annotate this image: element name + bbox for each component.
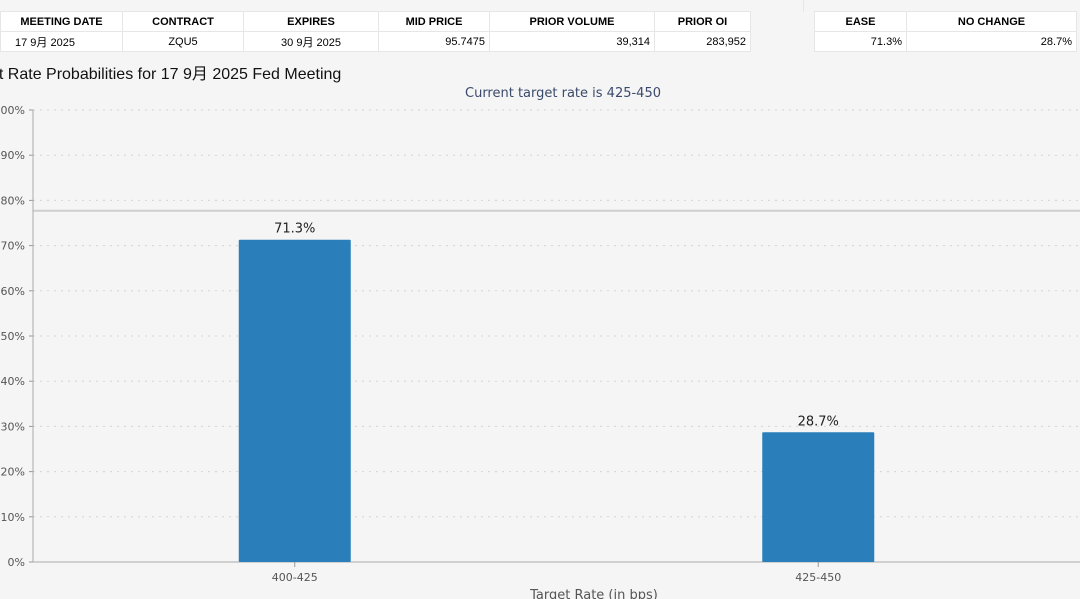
cell-prior-oi: 283,952 (654, 31, 751, 52)
cell-ease: 71.3% (814, 31, 907, 52)
header-prior-oi: PRIOR OI (654, 11, 751, 32)
y-tick-label: 60% (1, 285, 25, 298)
cell-mid-price: 95.7475 (378, 31, 490, 52)
y-tick-label: 10% (1, 511, 25, 524)
page-title: et Rate Probabilities for 17 9月 2025 Fed… (0, 66, 342, 83)
y-tick-label: 0% (8, 556, 25, 569)
y-tick-label: 80% (1, 194, 25, 207)
chart-subtitle: Current target rate is 425-450 (465, 86, 661, 101)
x-axis-label: Target Rate (in bps) (529, 588, 658, 599)
table-row: 71.3% 28.7% (814, 31, 1077, 52)
header-contract: CONTRACT (122, 11, 244, 32)
cell-prior-volume: 39,314 (489, 31, 655, 52)
y-tick-label: 20% (1, 466, 25, 479)
bars: 71.3% 28.7% (238, 222, 875, 562)
divider (803, 0, 804, 12)
data-label: 28.7% (798, 414, 839, 429)
table-header-row: EASE NO CHANGE (814, 11, 1077, 32)
probability-table: EASE NO CHANGE 71.3% 28.7% (814, 11, 1077, 52)
x-tick-label: 425-450 (795, 571, 841, 584)
y-tick-label: 90% (1, 149, 25, 162)
y-tick-label: 50% (1, 330, 25, 343)
header-no-change: NO CHANGE (906, 11, 1077, 32)
table-row: 17 9月 2025 ZQU5 30 9月 2025 95.7475 39,31… (0, 31, 751, 52)
cell-no-change: 28.7% (906, 31, 1077, 52)
header-meeting-date: MEETING DATE (0, 11, 123, 32)
y-tick-label: 40% (1, 375, 25, 388)
header-ease: EASE (814, 11, 907, 32)
header-mid-price: MID PRICE (378, 11, 490, 32)
probability-chart: Current target rate is 425-450 0% 10% 20% 3… (0, 86, 1080, 599)
y-tick-label: 70% (1, 240, 25, 253)
x-axis: 400-425 425-450 (272, 562, 841, 584)
cell-contract: ZQU5 (122, 31, 244, 52)
contract-table: MEETING DATE CONTRACT EXPIRES MID PRICE … (0, 11, 751, 52)
x-tick-label: 400-425 (272, 571, 318, 584)
data-label: 71.3% (274, 222, 315, 237)
cell-expires: 30 9月 2025 (243, 31, 379, 52)
table-header-row: MEETING DATE CONTRACT EXPIRES MID PRICE … (0, 11, 751, 32)
y-tick-label: 30% (1, 420, 25, 433)
bar (762, 432, 875, 562)
chart-grid (33, 109, 1080, 518)
header-expires: EXPIRES (243, 11, 379, 32)
y-axis: 0% 10% 20% 30% 40% 50% 60% 70% 80% 90% 100% (0, 104, 33, 569)
y-tick-label: 100% (0, 104, 25, 117)
header-prior-volume: PRIOR VOLUME (489, 11, 655, 32)
bar (238, 239, 351, 562)
cell-meeting-date: 17 9月 2025 (0, 31, 123, 52)
